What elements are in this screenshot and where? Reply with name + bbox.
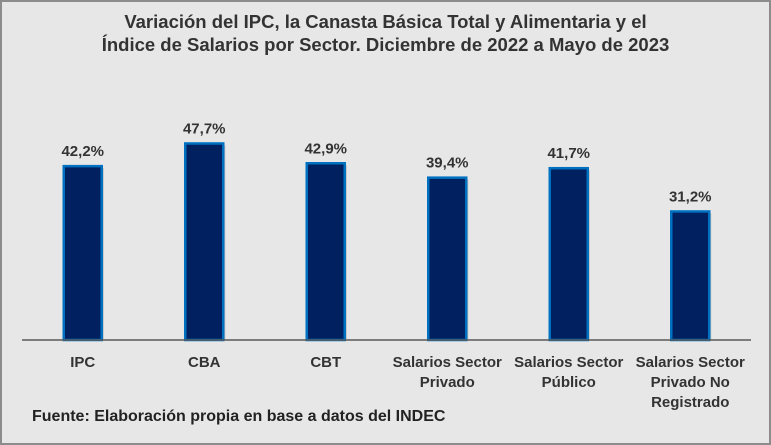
data-label: 39,4% [426, 155, 469, 172]
bar [62, 164, 103, 342]
bar [184, 142, 225, 342]
category-label: Privado No [651, 374, 730, 391]
category-label: Registrado [651, 394, 729, 411]
chart-title: Variación del IPC, la Canasta Básica Tot… [2, 10, 769, 56]
category-label: CBA [188, 354, 221, 371]
title-line-2: Índice de Salarios por Sector. Diciembre… [101, 34, 670, 55]
title-line-1: Variación del IPC, la Canasta Básica Tot… [124, 11, 647, 32]
data-label: 41,7% [547, 145, 590, 162]
category-label: CBT [310, 354, 341, 371]
category-label: Público [542, 374, 596, 391]
category-label: Salarios Sector [393, 354, 502, 371]
source-note: Fuente: Elaboración propia en base a dat… [32, 408, 446, 425]
bar [305, 162, 346, 342]
data-label: 42,9% [304, 140, 347, 157]
category-label: Salarios Sector [514, 354, 623, 371]
category-label: Privado [420, 374, 475, 391]
data-label: 42,2% [61, 143, 104, 160]
category-label: IPC [70, 354, 95, 371]
data-label: 47,7% [183, 120, 226, 137]
data-label: 31,2% [669, 188, 712, 205]
bar [427, 176, 468, 342]
bar [670, 210, 711, 342]
category-label: Salarios Sector [636, 354, 745, 371]
bar [548, 166, 589, 342]
